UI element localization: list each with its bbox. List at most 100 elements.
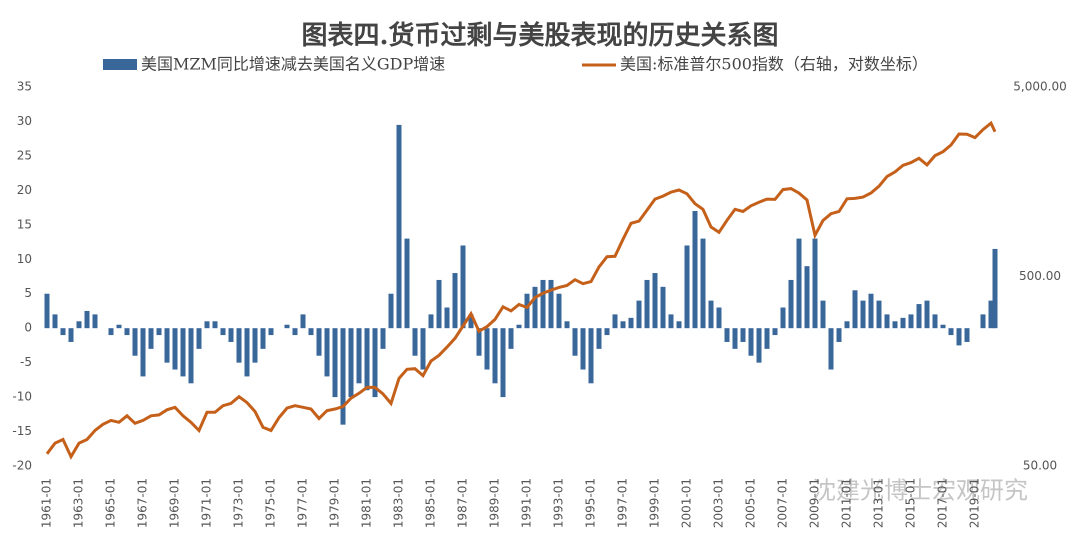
bar xyxy=(732,328,738,349)
bar xyxy=(884,314,890,329)
bar xyxy=(564,321,570,329)
bar xyxy=(60,328,66,336)
x-tick-label: 2007-01 xyxy=(776,478,790,528)
y2-tick-label: 500.00 xyxy=(1019,269,1061,283)
x-tick-label: 1999-01 xyxy=(648,478,662,528)
bar xyxy=(588,328,594,384)
x-tick-label: 1991-01 xyxy=(520,478,534,528)
bar xyxy=(428,314,434,329)
x-tick-label: 2019-01 xyxy=(968,478,982,528)
bar xyxy=(284,324,290,329)
bar xyxy=(676,321,682,329)
bar xyxy=(892,321,898,329)
x-tick-label: 2003-01 xyxy=(712,478,726,528)
bar xyxy=(212,321,218,329)
bar xyxy=(444,307,450,329)
bar xyxy=(828,328,834,370)
bar xyxy=(300,314,306,329)
bar xyxy=(932,314,938,329)
y-tick-label: 25 xyxy=(17,148,32,162)
x-tick-label: 2015-01 xyxy=(904,478,918,528)
bar xyxy=(156,328,162,336)
x-tick-label: 1993-01 xyxy=(552,478,566,528)
x-tick-label: 1983-01 xyxy=(392,478,406,528)
y-tick-label: 5 xyxy=(24,286,32,300)
x-tick-label: 1967-01 xyxy=(136,478,150,528)
bar xyxy=(876,300,882,329)
bar xyxy=(660,286,666,329)
bar xyxy=(316,328,322,356)
bar xyxy=(244,328,250,377)
x-tick-label: 1987-01 xyxy=(456,478,470,528)
y-tick-label: 30 xyxy=(17,114,32,128)
x-tick-label: 1963-01 xyxy=(72,478,86,528)
bar xyxy=(684,245,690,329)
bar xyxy=(964,328,970,342)
bar xyxy=(420,328,426,370)
y-tick-label: -5 xyxy=(20,355,32,369)
bar xyxy=(852,290,858,329)
bar xyxy=(164,328,170,363)
bar xyxy=(324,328,330,377)
x-tick-label: 2001-01 xyxy=(680,478,694,528)
y-tick-label: -15 xyxy=(12,424,32,438)
bar xyxy=(724,328,730,342)
bar xyxy=(356,328,362,384)
bar xyxy=(948,328,954,336)
y-tick-label: 0 xyxy=(24,321,32,335)
bar xyxy=(916,304,922,329)
bar xyxy=(332,328,338,398)
y-tick-label: 10 xyxy=(17,252,32,266)
legend-marker xyxy=(103,59,137,70)
x-tick-label: 1995-01 xyxy=(584,478,598,528)
bar xyxy=(524,293,530,329)
bar xyxy=(76,321,82,329)
line xyxy=(45,120,997,460)
y-tick-label: -10 xyxy=(12,390,32,404)
bar xyxy=(580,328,586,370)
x-tick-label: 1997-01 xyxy=(616,478,630,528)
x-tick-label: 1973-01 xyxy=(232,478,246,528)
bar xyxy=(668,314,674,329)
bar xyxy=(708,300,714,329)
bar xyxy=(860,300,866,329)
bar xyxy=(172,328,178,370)
bar xyxy=(780,307,786,329)
bar xyxy=(548,279,554,329)
bar xyxy=(540,279,546,329)
bar xyxy=(436,279,442,329)
bar xyxy=(764,328,770,349)
bar xyxy=(116,324,122,329)
bar xyxy=(308,328,314,336)
x-tick-label: 1971-01 xyxy=(200,478,214,528)
bar xyxy=(348,328,354,398)
bar xyxy=(628,317,634,329)
bar xyxy=(52,314,58,329)
x-tick-label: 1979-01 xyxy=(328,478,342,528)
bar xyxy=(748,328,754,356)
bar xyxy=(196,328,202,349)
bar xyxy=(468,314,474,329)
bar xyxy=(260,328,266,349)
bar xyxy=(268,328,274,336)
bar xyxy=(180,328,186,377)
bar xyxy=(516,324,522,329)
bar xyxy=(220,328,226,336)
bar xyxy=(292,328,298,336)
legend-label: 美国MZM同比增速减去美国名义GDP增速 xyxy=(141,55,445,74)
bar xyxy=(204,321,210,329)
x-tick-label: 1975-01 xyxy=(264,478,278,528)
bar xyxy=(988,300,994,329)
bar xyxy=(980,314,986,329)
x-tick-label: 2013-01 xyxy=(872,478,886,528)
y2-tick-label: 5,000.00 xyxy=(1013,80,1066,94)
bar xyxy=(84,310,90,329)
watermark: 沈建光博士宏观研究 xyxy=(812,477,1028,505)
bar xyxy=(740,328,746,342)
bar xyxy=(836,328,842,342)
bar xyxy=(804,266,810,329)
x-tick-label: 1989-01 xyxy=(488,478,502,528)
bar xyxy=(908,314,914,329)
bar xyxy=(868,293,874,329)
